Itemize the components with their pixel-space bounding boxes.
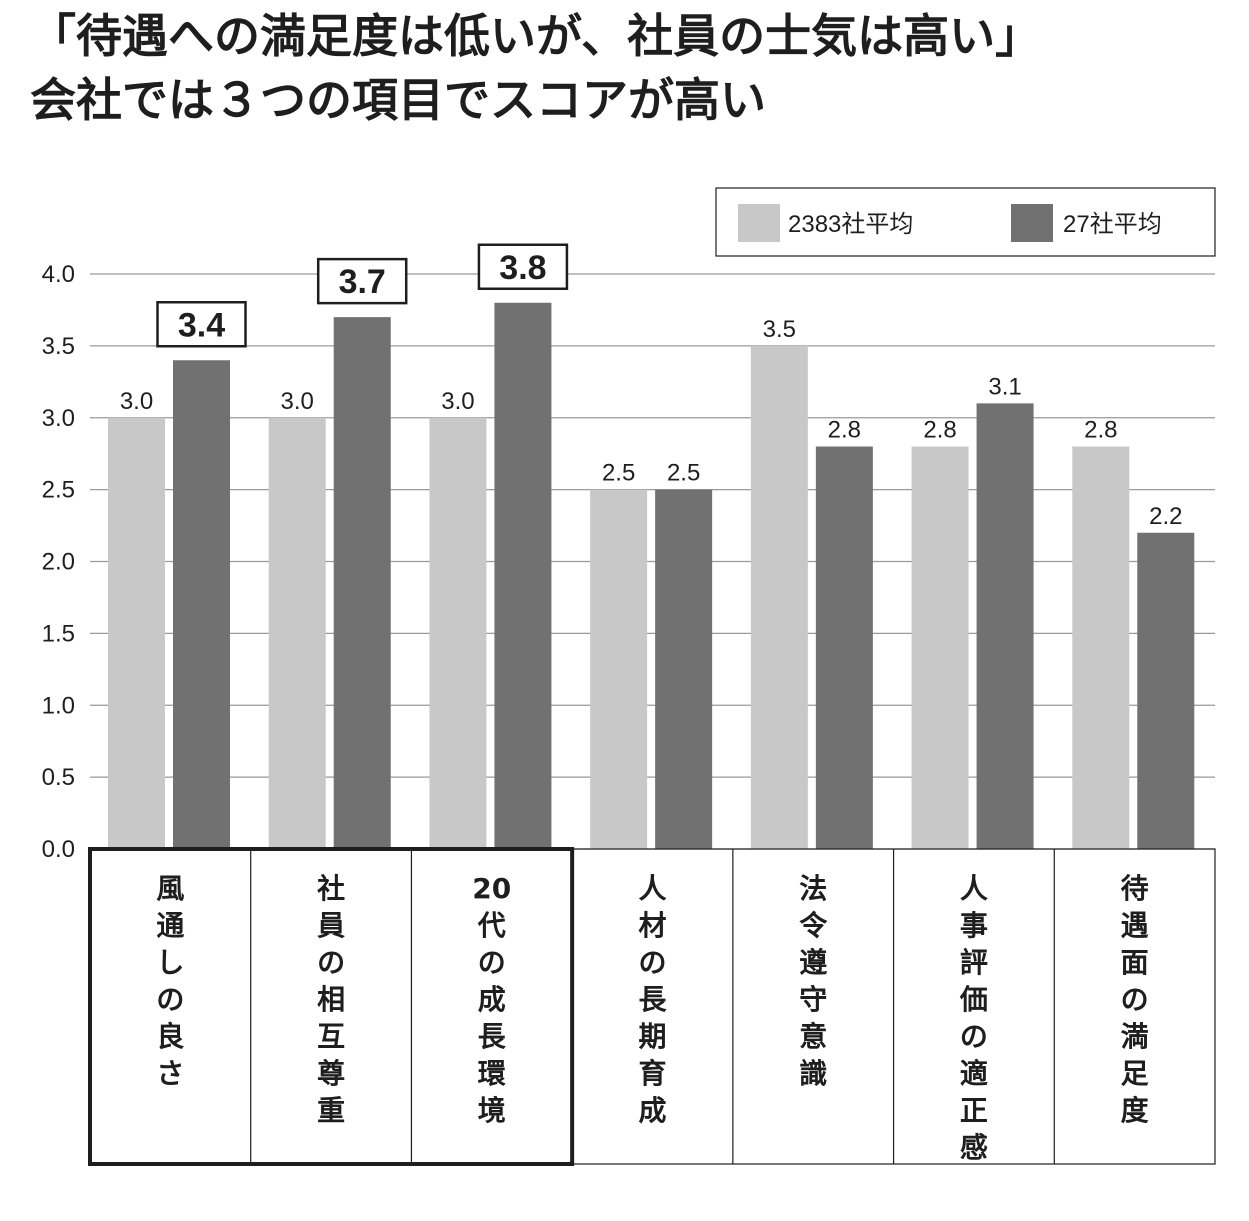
- bar-value-label: 2.2: [1149, 503, 1182, 530]
- highlight-value-box: [477, 243, 569, 290]
- bar-value-label: 3.0: [441, 388, 474, 415]
- legend-label: 27社平均: [1063, 211, 1162, 238]
- category-label: 法令遵守意識: [799, 872, 828, 1090]
- category-label: 待遇面の満足度: [1121, 872, 1149, 1127]
- category-label: 風通しの良さ: [156, 872, 184, 1090]
- bar-selected-avg: [976, 403, 1034, 849]
- y-tick-label: 3.0: [42, 405, 75, 432]
- bar-overall-avg: [268, 417, 326, 849]
- y-tick-label: 0.5: [42, 764, 75, 791]
- highlight-value-label: 3.4: [178, 306, 225, 344]
- bar-value-label: 2.5: [602, 460, 635, 487]
- category-label: 人材の長期育成: [638, 872, 667, 1127]
- highlight-group-border: [88, 847, 575, 1166]
- y-tick-label: 2.0: [42, 549, 75, 576]
- highlight-value-box: [316, 257, 408, 305]
- y-tick-label: 0.0: [42, 836, 75, 863]
- bar-selected-avg: [173, 360, 230, 849]
- y-tick-label: 1.0: [42, 692, 75, 719]
- bar-value-label: 3.1: [988, 373, 1021, 400]
- bar-overall-avg: [429, 417, 487, 849]
- bar-value-label: 2.5: [667, 460, 700, 487]
- y-tick-label: 1.5: [42, 620, 75, 647]
- y-tick-label: 3.5: [42, 333, 75, 360]
- highlight-value-box: [156, 301, 247, 348]
- bar-value-label: 2.8: [1084, 417, 1117, 444]
- legend-swatch: [738, 204, 780, 242]
- bar-overall-avg: [750, 345, 808, 849]
- bar-overall-avg: [590, 489, 648, 849]
- legend-box: [715, 187, 1216, 257]
- bar-selected-avg: [815, 446, 873, 849]
- highlight-value-label: 3.7: [339, 263, 386, 301]
- highlight-value-label: 3.8: [499, 249, 546, 287]
- chart-title-line-1: 「待遇への満足度は低いが、社員の士気は高い」: [30, 9, 1042, 63]
- bar-overall-avg: [911, 446, 969, 849]
- bar-value-label: 3.0: [120, 388, 153, 415]
- bar-value-label: 3.5: [763, 316, 796, 343]
- bar-selected-avg: [655, 489, 713, 849]
- bar-value-label: 3.0: [281, 388, 314, 415]
- legend-label: 2383社平均: [788, 211, 913, 238]
- bar-selected-avg: [1137, 532, 1195, 849]
- category-label: 社員の相互尊重: [317, 872, 345, 1127]
- bar-overall-avg: [1072, 446, 1130, 849]
- bar-value-label: 2.8: [828, 417, 861, 444]
- bar-value-label: 2.8: [923, 417, 956, 444]
- category-label: 人事評価の適正感: [959, 872, 988, 1164]
- category-table: 風通しの良さ 社員の相互尊重 20 代の成長環境 人材の長期育成 法令遵守意識 人事評価の適…: [88, 847, 1216, 1166]
- bar-selected-avg: [494, 302, 552, 849]
- bars-layer: [108, 302, 1195, 849]
- legend: 2383社平均 27社平均: [715, 187, 1216, 257]
- category-label: 20 代の成長環境: [472, 872, 511, 1127]
- legend-swatch: [1011, 204, 1053, 242]
- chart-title-line-2: 会社では３つの項目でスコアが高い: [30, 73, 766, 127]
- bar-selected-avg: [333, 317, 391, 849]
- y-tick-label: 4.0: [42, 261, 75, 288]
- labels-layer: 3.0 3.4 3.0 3.7 3.0 3.8 2.5 2.5 3.5 2.8 2.8 3.1 2.8 2…: [120, 243, 1182, 530]
- bar-overall-avg: [108, 417, 165, 849]
- y-tick-label: 2.5: [42, 477, 75, 504]
